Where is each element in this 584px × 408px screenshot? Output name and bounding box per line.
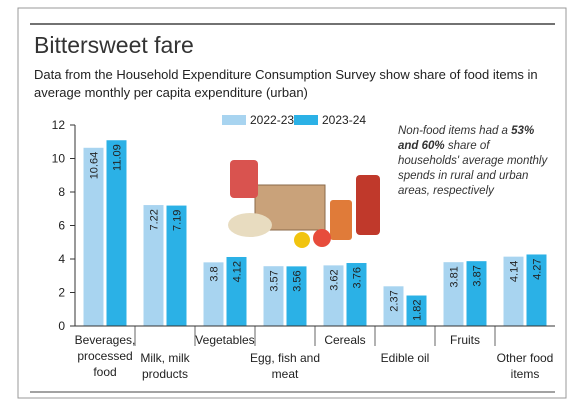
x-tick-label: Fruits (450, 333, 480, 347)
bar (106, 140, 127, 326)
value-label: 10.64 (89, 152, 101, 180)
y-tick-label: 6 (58, 219, 65, 233)
frame (17, 7, 567, 399)
y-tick-label: 4 (58, 252, 65, 266)
value-label: 3.87 (472, 265, 484, 286)
value-label: 7.22 (149, 209, 161, 230)
bar (166, 205, 187, 326)
annotation-text: share of households' average monthly spe… (398, 140, 548, 197)
chart-subtitle: Data from the Household Expenditure Cons… (34, 67, 538, 100)
value-label: 3.56 (292, 270, 304, 291)
value-label: 3.76 (352, 267, 364, 288)
y-tick-label: 12 (52, 118, 66, 132)
value-label: 1.82 (412, 300, 424, 321)
legend-label: 2023-24 (322, 113, 366, 127)
food-illustration (228, 160, 380, 248)
x-tick-label: Other food items (496, 351, 554, 381)
value-label: 4.12 (232, 261, 244, 282)
bar (286, 266, 307, 326)
legend-swatch (294, 115, 318, 125)
annotation-text: Non-food items had a (398, 125, 512, 137)
value-label: 2.37 (389, 290, 401, 311)
bar (83, 147, 104, 326)
value-label: 3.57 (269, 270, 281, 291)
bar (203, 262, 224, 326)
bar (466, 261, 487, 326)
value-label: 4.14 (509, 261, 521, 282)
value-label: 3.81 (449, 266, 461, 287)
bar (503, 256, 524, 326)
bar (143, 205, 164, 326)
x-tick-label: Milk, milk products (140, 351, 190, 381)
x-tick-label: Vegetables (195, 333, 255, 347)
y-tick-label: 10 (52, 152, 66, 166)
value-label: 4.27 (532, 258, 544, 279)
legend-label: 2022-23 (250, 113, 294, 127)
chart-title: Bittersweet fare (34, 32, 194, 58)
annotation: Non-food items had a 53% and 60% share o… (398, 124, 548, 199)
legend-swatch (222, 115, 246, 125)
x-tick-label: Egg, fish and meat (249, 351, 321, 381)
value-label: 11.09 (112, 144, 124, 171)
bar (346, 263, 367, 326)
annotation-bold: 53% and 60% (398, 125, 535, 152)
y-tick-label: 8 (58, 185, 65, 199)
value-label: 3.8 (209, 266, 221, 281)
x-tick-label: Edible oil (380, 351, 430, 365)
y-tick-label: 0 (58, 319, 65, 333)
bar (406, 295, 427, 326)
x-tick-label: Beverages, processed food (74, 333, 136, 379)
bar (263, 266, 284, 326)
x-tick-label: Cereals (324, 333, 366, 347)
bar (526, 254, 547, 326)
y-tick-label: 2 (58, 286, 65, 300)
value-label: 3.62 (329, 269, 341, 290)
bar (443, 262, 464, 326)
value-label: 7.19 (172, 210, 184, 231)
bar (226, 256, 247, 326)
bar (323, 265, 344, 326)
bar (383, 286, 404, 326)
